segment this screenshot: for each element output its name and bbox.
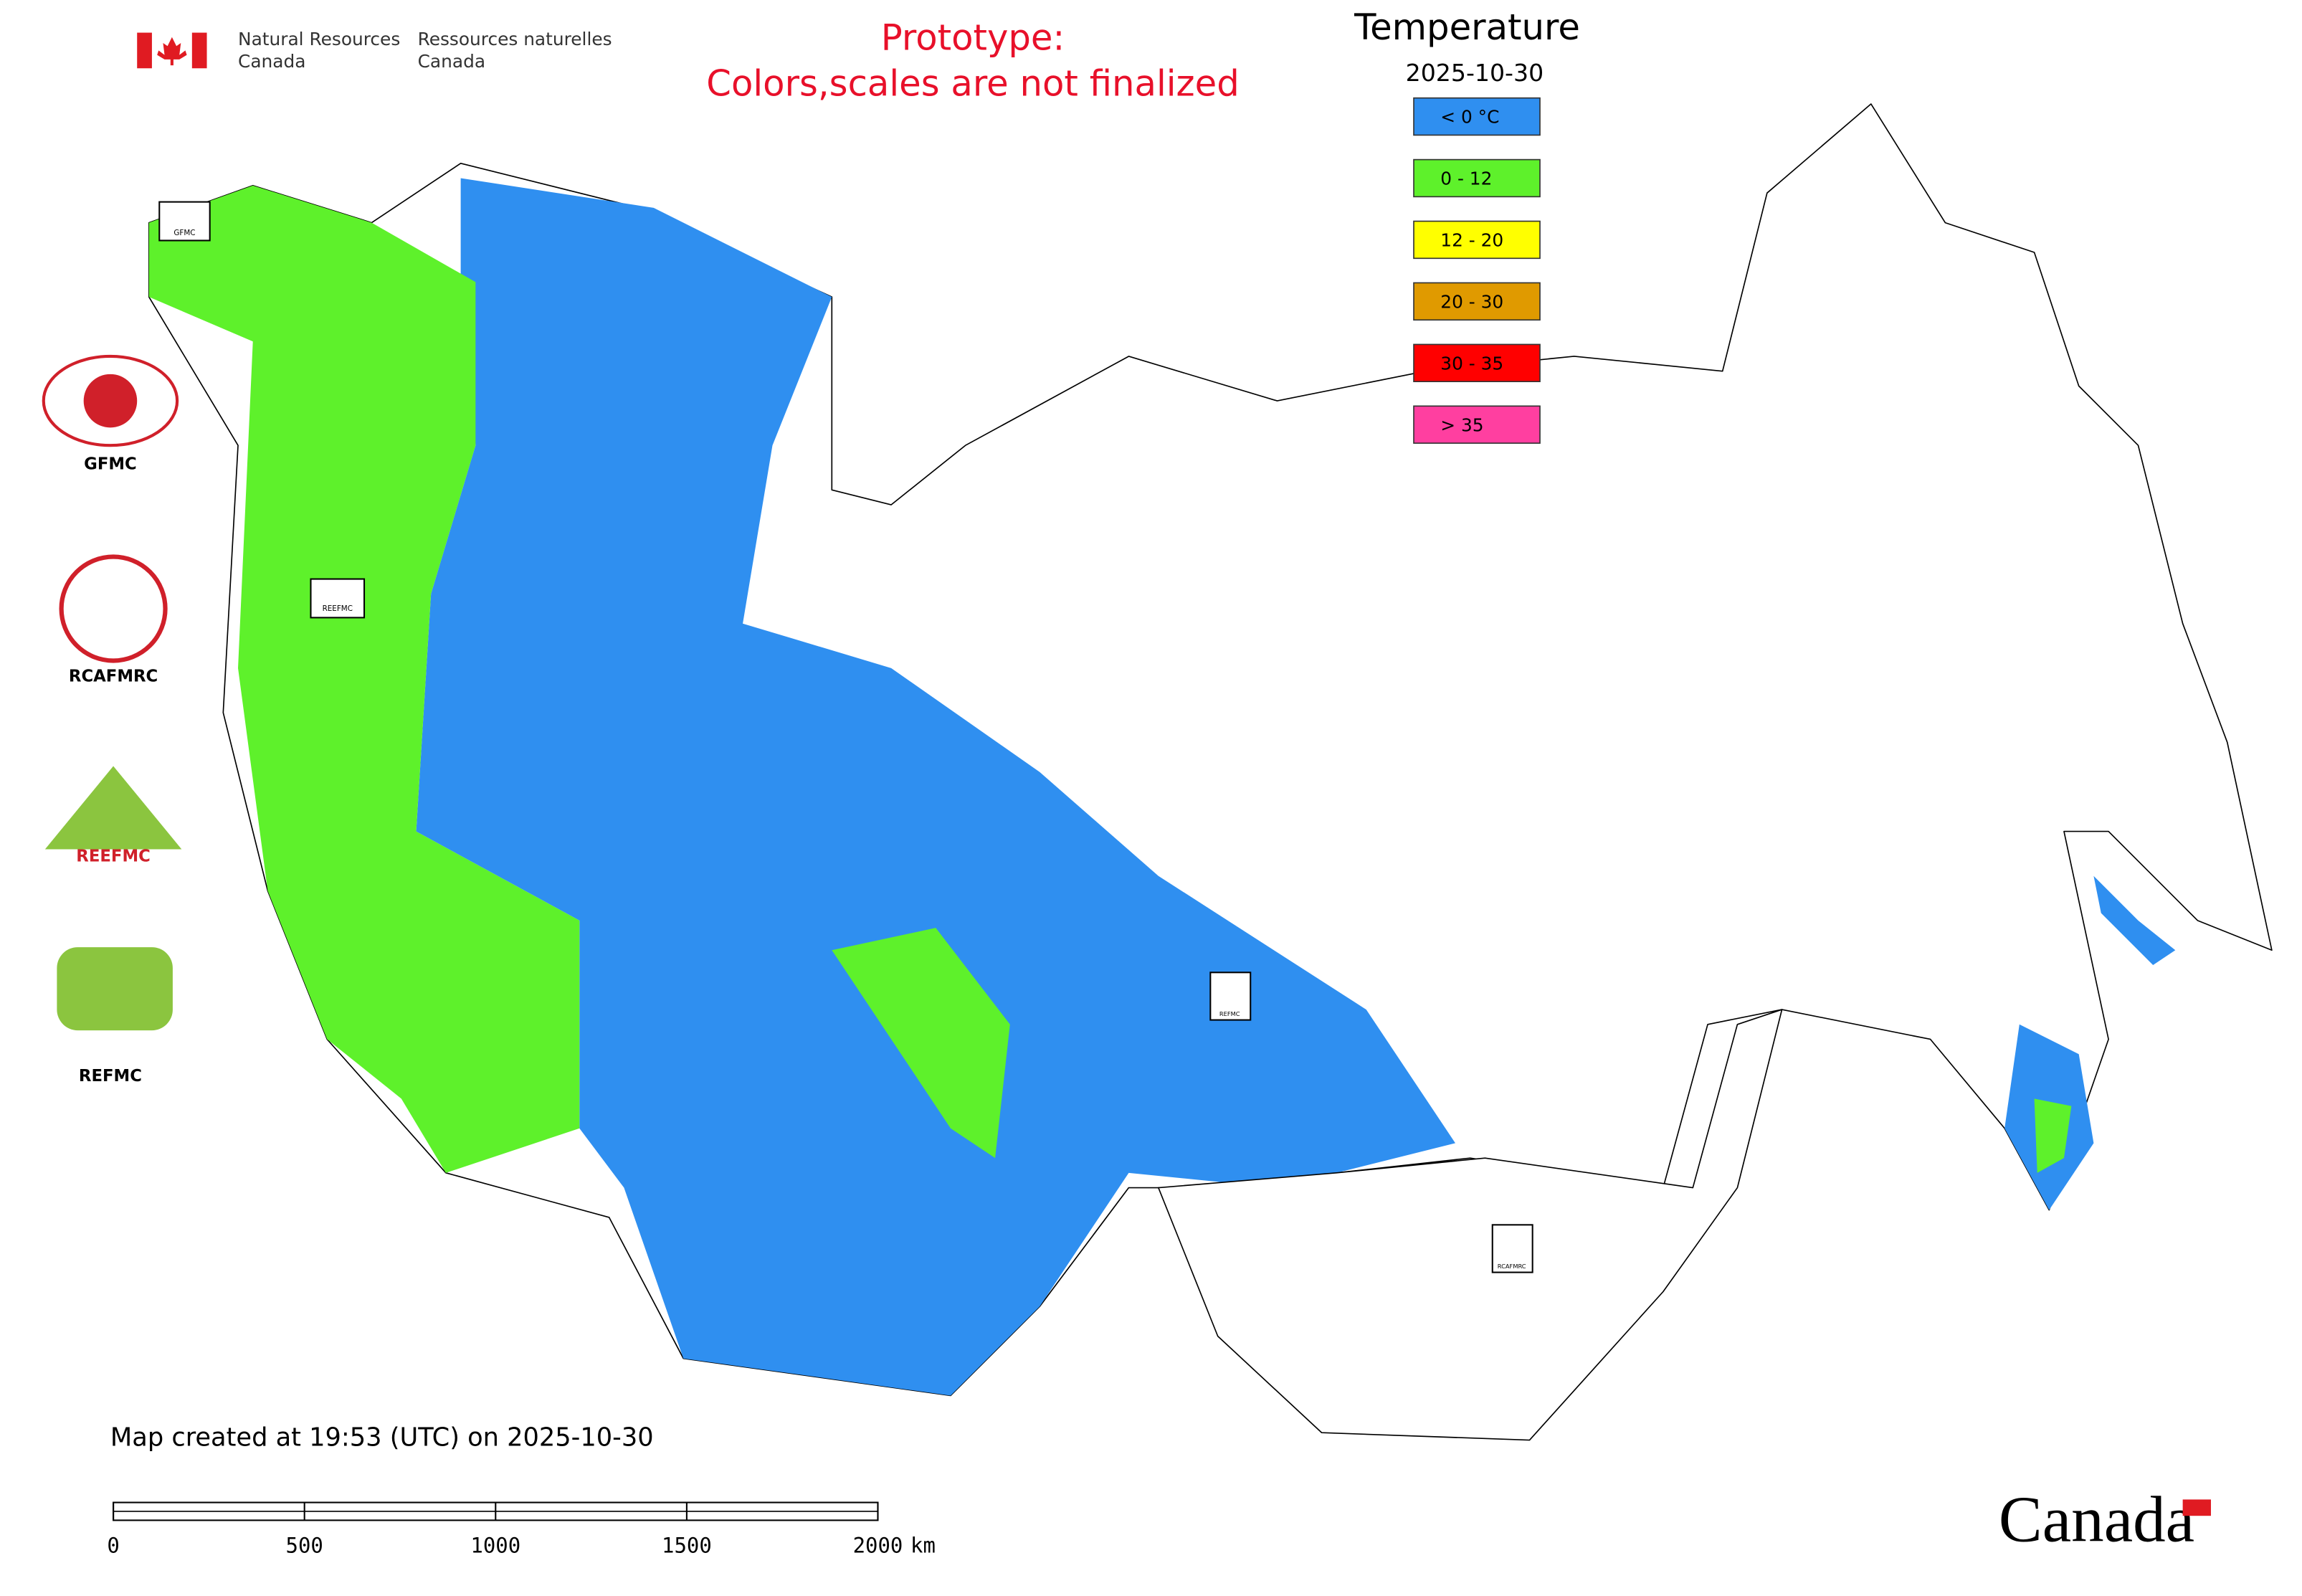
wordmark-flag (2182, 1499, 2211, 1516)
logo-label: REFMC (79, 1067, 142, 1086)
scale-label: 500 (286, 1534, 323, 1558)
created-note: Map created at 19:53 (UTC) on 2025-10-30 (110, 1423, 654, 1453)
legend-swatch (1413, 405, 1541, 444)
legend-label: > 35 (1440, 414, 1483, 435)
notice: Prototype: (881, 16, 1065, 58)
flag-bar (191, 32, 207, 69)
logo-reefmc (44, 766, 182, 850)
mongolia-outline (1158, 1009, 1783, 1441)
legend-label: 20 - 30 (1440, 291, 1503, 312)
legend-swatch (1413, 158, 1541, 198)
scale-label: 0 (107, 1534, 119, 1558)
logos: GFMC RCAFMRC REEFMC REFMC (42, 354, 182, 1086)
marker-label: RCAFMRC (1498, 1263, 1526, 1270)
legend-label: 30 - 35 (1440, 353, 1503, 374)
legend-swatch (1413, 343, 1541, 382)
region-green (148, 185, 580, 1173)
region-kamchatka (2093, 875, 2176, 965)
region-blue (416, 178, 1455, 1396)
marker-label: REFMC (1219, 1010, 1240, 1017)
org-en: Natural Resources (238, 29, 400, 49)
logo-label: RCAFMRC (69, 668, 158, 686)
org-en: Canada (238, 51, 305, 72)
logo-label: REEFMC (76, 847, 151, 865)
legend-swatch (1413, 97, 1541, 136)
legend: < 0 °C 0 - 12 12 - 20 20 - 30 30 - 35 > 35 (1413, 97, 1541, 444)
legend-label: < 0 °C (1440, 107, 1499, 128)
scale-label: 1500 (662, 1534, 712, 1558)
marker-label: REEFMC (323, 604, 353, 613)
logo-refmc (57, 947, 173, 1031)
logo-gfmc (42, 354, 179, 447)
scale-bar: 0 500 1000 1500 2000 km (107, 1501, 936, 1558)
maple-leaf (157, 37, 187, 66)
scale-label: 2000 (853, 1534, 903, 1558)
org-fr: Canada (418, 51, 485, 72)
legend-label: 0 - 12 (1440, 168, 1492, 189)
map (148, 103, 2273, 1441)
legend-swatch (1413, 220, 1541, 260)
gc-signature: Natural Resources Canada Ressources natu… (137, 29, 612, 72)
markers: GFMC REEFMC REFMC RCAFMRC (158, 201, 1533, 1273)
legend-title: Temperature (1354, 6, 1580, 48)
flag-bar (137, 32, 152, 69)
scale-label: 1000 (470, 1534, 520, 1558)
region-far-east (2034, 1098, 2072, 1173)
org-fr: Ressources naturelles (418, 29, 612, 49)
notice: Colors,scales are not finalized (706, 63, 1239, 105)
logo-gfmc (83, 374, 138, 428)
region-green (832, 928, 1010, 1159)
wordmark: Canada (1999, 1483, 2194, 1556)
legend-date: 2025-10-30 (1406, 59, 1544, 87)
marker (1209, 972, 1252, 1021)
marker (158, 201, 211, 242)
legend-label: 12 - 20 (1440, 229, 1503, 250)
marker (1491, 1224, 1533, 1273)
logo-rcafmrc (59, 554, 168, 663)
scale-unit: km (910, 1534, 936, 1558)
marker-label: GFMC (173, 229, 195, 237)
legend-swatch (1413, 282, 1541, 321)
logo-label: GFMC (84, 455, 137, 474)
marker (310, 578, 366, 619)
